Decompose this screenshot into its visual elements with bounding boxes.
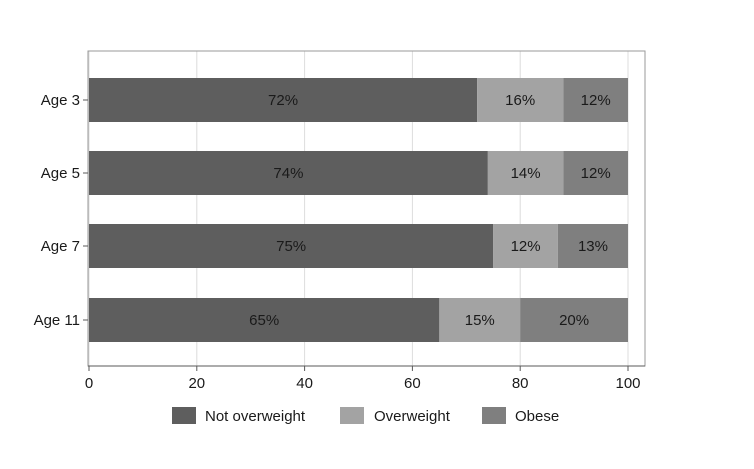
bar-1-row-2 xyxy=(89,151,488,195)
bar-label-1-row-2: 74% xyxy=(273,165,303,182)
bar-label-2-row-3: 12% xyxy=(511,238,541,255)
bar-label-3-row-2: 12% xyxy=(581,165,611,182)
category-label-2: Age 5 xyxy=(41,165,80,182)
x-axis: 0 20 40 60 80 100 xyxy=(85,365,645,392)
y-axis: Age 3 Age 5 Age 7 Age 11 xyxy=(34,92,88,329)
bar-label-2-row-2: 14% xyxy=(511,165,541,182)
x-tick-label-0: 0 xyxy=(85,375,93,392)
category-label-3: Age 7 xyxy=(41,238,80,255)
bar-3-row-2 xyxy=(563,151,628,195)
bar-label-1-row-4: 65% xyxy=(249,312,279,329)
bar-2-row-4 xyxy=(439,298,521,342)
legend-swatch-3 xyxy=(482,407,506,424)
bar-3-row-3 xyxy=(557,224,628,268)
bar-label-3-row-1: 12% xyxy=(581,92,611,109)
bar-3-row-1 xyxy=(563,78,628,122)
x-tick-label-100: 100 xyxy=(615,375,640,392)
bar-label-3-row-3: 13% xyxy=(578,238,608,255)
legend-label-3: Obese xyxy=(515,408,559,425)
bar-label-3-row-4: 20% xyxy=(559,312,589,329)
bar-2-row-1 xyxy=(477,78,564,122)
x-tick-label-80: 80 xyxy=(512,375,529,392)
x-tick-label-60: 60 xyxy=(404,375,421,392)
x-tick-label-40: 40 xyxy=(296,375,313,392)
bar-label-1-row-3: 75% xyxy=(276,238,306,255)
legend-label-2: Overweight xyxy=(374,408,451,425)
legend: Not overweight Overweight Obese xyxy=(172,407,559,425)
bar-2-row-2 xyxy=(487,151,564,195)
legend-swatch-1 xyxy=(172,407,196,424)
bar-1-row-4 xyxy=(89,298,440,342)
bars: 72% 16% 12% 74% 14% 12% 75% 12% 13% 65% 15% 20% xyxy=(89,78,628,342)
legend-label-1: Not overweight xyxy=(205,408,306,425)
category-label-4: Age 11 xyxy=(34,312,80,329)
legend-swatch-2 xyxy=(340,407,364,424)
bar-label-1-row-1: 72% xyxy=(268,92,298,109)
bar-2-row-3 xyxy=(493,224,558,268)
bar-1-row-1 xyxy=(89,78,478,122)
category-label-1: Age 3 xyxy=(41,92,80,109)
x-tick-label-20: 20 xyxy=(188,375,205,392)
bar-3-row-4 xyxy=(520,298,628,342)
bar-1-row-3 xyxy=(89,224,494,268)
bar-label-2-row-1: 16% xyxy=(505,92,535,109)
bar-label-2-row-4: 15% xyxy=(465,312,495,329)
